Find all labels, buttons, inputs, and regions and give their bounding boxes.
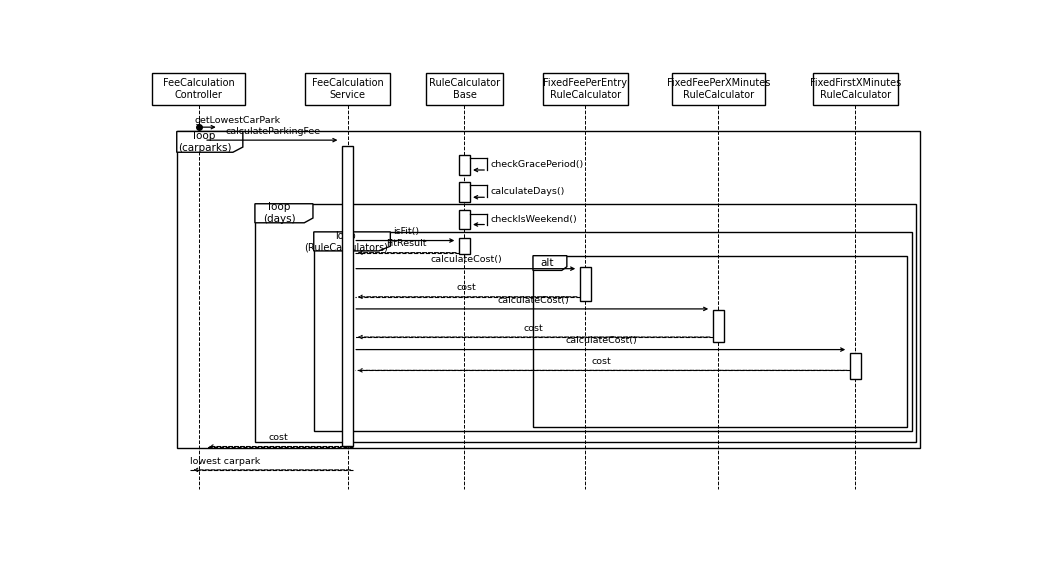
Bar bbox=[459, 238, 470, 255]
Text: loop
(RuleCalculators): loop (RuleCalculators) bbox=[304, 230, 388, 252]
Text: isFit(): isFit() bbox=[393, 227, 419, 236]
Polygon shape bbox=[255, 204, 313, 223]
Bar bbox=[712, 310, 724, 342]
Polygon shape bbox=[177, 132, 243, 152]
Text: checkIsWeekend(): checkIsWeekend() bbox=[490, 215, 577, 224]
Bar bbox=[177, 132, 919, 448]
Text: calculateDays(): calculateDays() bbox=[490, 187, 565, 196]
Text: FixedFeePerEntry
RuleCalculator: FixedFeePerEntry RuleCalculator bbox=[543, 78, 627, 99]
Polygon shape bbox=[534, 256, 567, 270]
Text: alt: alt bbox=[541, 258, 554, 268]
Text: cost: cost bbox=[523, 324, 543, 333]
Bar bbox=[850, 353, 861, 379]
Bar bbox=[813, 72, 898, 105]
Text: calculateCost(): calculateCost() bbox=[566, 336, 638, 345]
Text: FixedFeePerXMinutes
RuleCalculator: FixedFeePerXMinutes RuleCalculator bbox=[667, 78, 770, 99]
Bar bbox=[342, 146, 354, 446]
Text: calculateCost(): calculateCost() bbox=[431, 255, 502, 264]
Bar bbox=[152, 72, 244, 105]
Text: getLowestCarPark: getLowestCarPark bbox=[194, 116, 281, 125]
Bar bbox=[534, 256, 907, 428]
Bar bbox=[579, 266, 591, 301]
Text: cost: cost bbox=[268, 433, 288, 442]
Text: lowest carpark: lowest carpark bbox=[190, 457, 261, 466]
Bar bbox=[306, 72, 390, 105]
Bar bbox=[459, 210, 470, 229]
Bar bbox=[255, 204, 916, 442]
Bar bbox=[314, 232, 912, 431]
Text: cost: cost bbox=[592, 357, 612, 366]
Bar bbox=[543, 72, 628, 105]
Text: FixedFirstXMinutes
RuleCalculator: FixedFirstXMinutes RuleCalculator bbox=[810, 78, 901, 99]
Text: loop
(carparks): loop (carparks) bbox=[178, 131, 231, 153]
Bar bbox=[459, 155, 470, 175]
Text: FitResult: FitResult bbox=[386, 239, 426, 248]
Text: RuleCalculator
Base: RuleCalculator Base bbox=[428, 78, 500, 99]
Text: calculateCost(): calculateCost() bbox=[497, 296, 569, 305]
Text: FeeCalculation
Service: FeeCalculation Service bbox=[312, 78, 384, 99]
Text: loop
(days): loop (days) bbox=[263, 202, 295, 224]
Polygon shape bbox=[314, 232, 390, 251]
Text: checkGracePeriod(): checkGracePeriod() bbox=[490, 160, 583, 169]
Text: calculateParkingFee: calculateParkingFee bbox=[226, 127, 320, 136]
Text: FeeCalculation
Controller: FeeCalculation Controller bbox=[162, 78, 234, 99]
Text: cost: cost bbox=[457, 283, 476, 292]
Bar bbox=[672, 72, 764, 105]
Bar bbox=[459, 182, 470, 202]
Bar bbox=[426, 72, 502, 105]
